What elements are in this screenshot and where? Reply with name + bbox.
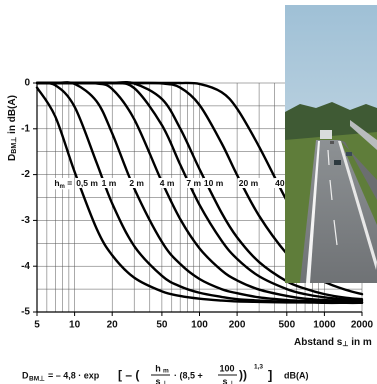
x-tick-label: 200 — [229, 320, 246, 331]
formula: D BM⊥ = – 4,8 · exp [ – ( h m s ⊥ · (8,5… — [22, 363, 309, 384]
page: {"chart_data": { "type": "line", "ylabel… — [0, 0, 377, 384]
formula-f2-den-sub: ⊥ — [229, 380, 235, 384]
legend-label: 4 m — [160, 178, 175, 188]
y-tick-label: -3 — [21, 215, 30, 226]
y-tick-label: 0 — [24, 78, 30, 89]
photo-car — [346, 152, 352, 156]
legend-label: 10 m — [204, 178, 224, 188]
formula-f1-num: h — [155, 363, 161, 373]
photo — [285, 5, 377, 283]
y-label-rest: in dB(A) — [7, 95, 18, 137]
formula-close: )) — [239, 368, 247, 382]
x-tick-label: 10 — [69, 320, 81, 331]
y-label-sub: BM⊥ — [10, 137, 18, 154]
x-tick-label: 5 — [34, 320, 40, 331]
y-tick-label: -5 — [21, 307, 30, 318]
formula-eq: = – 4,8 · exp — [48, 370, 100, 380]
legend-label: 2 m — [129, 178, 144, 188]
legend-label: 7 m — [186, 178, 201, 188]
x-tick-label: 50 — [156, 320, 168, 331]
y-tick-label: -1 — [21, 123, 30, 134]
y-axis-label: DBM⊥ in dB(A) — [7, 95, 18, 161]
x-tick-label: 100 — [191, 320, 208, 331]
formula-lhs: D — [22, 370, 29, 380]
x-axis-label: Abstand s⊥ in m — [294, 337, 372, 348]
x-tick-label: 1000 — [313, 320, 336, 331]
x-tick-label: 20 — [107, 320, 119, 331]
x-tick-label: 500 — [278, 320, 295, 331]
formula-f1-den: s — [155, 376, 160, 384]
formula-f1-den-sub: ⊥ — [162, 380, 168, 384]
formula-f2-den: s — [222, 376, 227, 384]
formula-lhs-sub: BM⊥ — [29, 375, 45, 383]
formula-unit: dB(A) — [284, 370, 309, 380]
chart: 0,5 mhm =1 m2 m4 m7 m10 m20 m40 m 510205… — [0, 0, 377, 384]
formula-open: [ – ( — [118, 368, 139, 382]
formula-f1-num-sub: m — [163, 368, 169, 375]
y-tick-label: -4 — [21, 261, 30, 272]
photo-truck — [320, 130, 332, 139]
formula-power: 1,3 — [254, 364, 263, 371]
prefix-rest: = — [65, 178, 72, 188]
legend-label: 1 m — [102, 178, 117, 188]
formula-f2-num: 100 — [219, 363, 234, 373]
photo-car — [334, 160, 341, 165]
legend-label: 20 m — [239, 178, 259, 188]
formula-mid: · (8,5 + — [174, 370, 203, 380]
x-label-rest: in m — [348, 337, 371, 348]
legend-label: 0,5 m — [76, 178, 98, 188]
formula-end: ] — [268, 367, 272, 382]
x-label-main: Abstand s — [294, 337, 343, 348]
x-tick-label: 2000 — [351, 320, 374, 331]
y-label-main: D — [7, 154, 18, 161]
y-tick-label: -2 — [21, 169, 30, 180]
photo-car — [330, 141, 334, 144]
